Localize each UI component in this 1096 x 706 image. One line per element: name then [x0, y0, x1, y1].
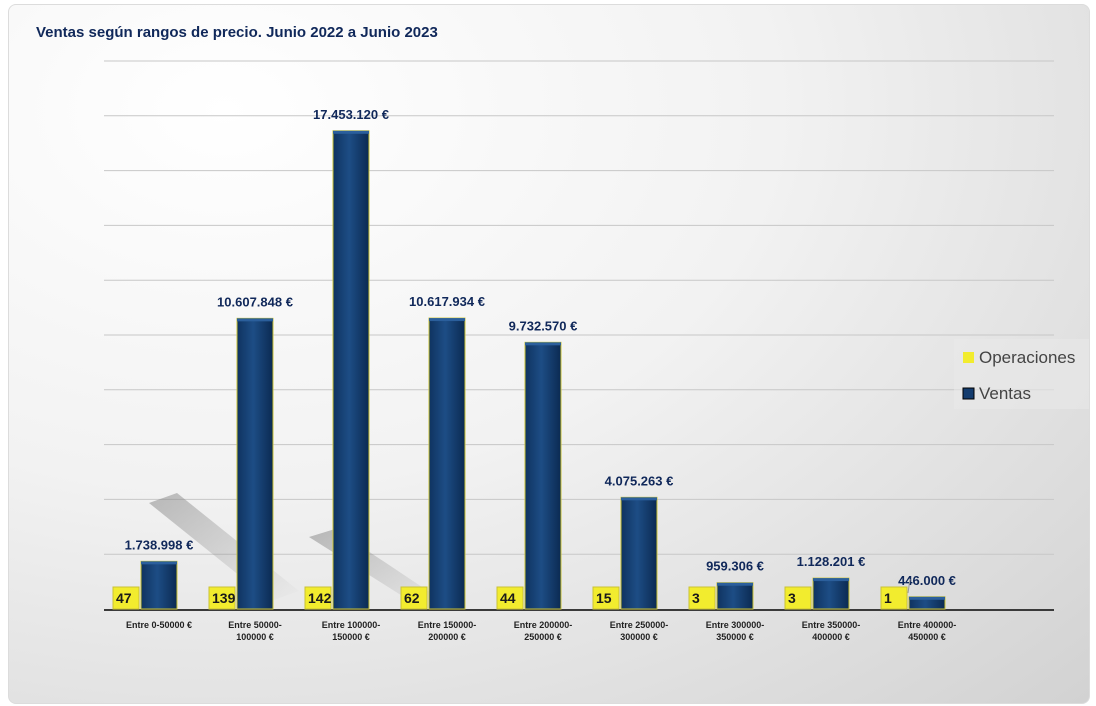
x-tick-label: Entre 350000-: [802, 620, 861, 630]
x-tick-label: Entre 400000-: [898, 620, 957, 630]
x-tick-label: 250000 €: [524, 632, 562, 642]
ventas-label: 9.732.570 €: [509, 318, 578, 333]
x-tick-label: 200000 €: [428, 632, 466, 642]
ventas-bar: [332, 130, 370, 610]
legend-background: [954, 339, 1089, 409]
ventas-bar-top: [333, 130, 369, 134]
legend-label-operaciones: Operaciones: [979, 348, 1075, 367]
ventas-bar: [620, 496, 658, 610]
x-tick-label: 100000 €: [236, 632, 274, 642]
data-labels: 47 1.738.998 € 139 10.607.848 € 142 17.453.12…: [116, 107, 956, 606]
operaciones-bar: [304, 586, 332, 610]
operaciones-label: 44: [500, 590, 516, 606]
ventas-bar: [716, 582, 754, 610]
ventas-bar-top: [141, 561, 177, 565]
legend-swatch-ventas: [962, 387, 975, 400]
x-tick-label: Entre 250000-: [610, 620, 669, 630]
operaciones-bar: [592, 586, 620, 610]
x-tick-label: 350000 €: [716, 632, 754, 642]
x-tick-label: Entre 300000-: [706, 620, 765, 630]
operaciones-bar: [208, 586, 236, 610]
ventas-label: 959.306 €: [706, 559, 764, 574]
operaciones-bar: [400, 586, 428, 610]
ventas-label: 1.128.201 €: [797, 554, 866, 569]
x-tick-label: Entre 0-50000 €: [126, 620, 192, 630]
ventas-bar: [236, 317, 274, 610]
x-axis-ticks: Entre 0-50000 € Entre 50000- 100000 € Entre…: [126, 620, 956, 642]
ventas-label: 1.738.998 €: [125, 537, 194, 552]
bar-chart: Ventas según rangos de precio. Junio 202…: [36, 24, 1089, 642]
ventas-bar-top: [909, 596, 945, 600]
x-tick-label: Entre 100000-: [322, 620, 381, 630]
ventas-bar: [428, 317, 466, 610]
x-tick-label: Entre 150000-: [418, 620, 477, 630]
ventas-bar: [524, 341, 562, 610]
x-tick-label: 150000 €: [332, 632, 370, 642]
x-tick-label: Entre 50000-: [228, 620, 282, 630]
ventas-label: 17.453.120 €: [313, 107, 389, 122]
operaciones-bar: [496, 586, 524, 610]
ventas-bar: [140, 560, 178, 610]
ventas-label: 10.617.934 €: [409, 294, 485, 309]
ventas-label: 4.075.263 €: [605, 473, 674, 488]
ventas-bar-top: [237, 318, 273, 322]
operaciones-bar: [784, 586, 812, 610]
ventas-bar-top: [717, 582, 753, 586]
operaciones-label: 1: [884, 590, 892, 606]
x-tick-label: Entre 200000-: [514, 620, 573, 630]
legend: Operaciones Ventas: [954, 339, 1089, 409]
legend-swatch-operaciones: [963, 352, 974, 363]
bars: [112, 130, 946, 610]
legend-label-ventas: Ventas: [979, 384, 1031, 403]
operaciones-label: 47: [116, 590, 132, 606]
chart-title: Ventas según rangos de precio. Junio 202…: [36, 24, 438, 41]
x-tick-label: 300000 €: [620, 632, 658, 642]
ventas-bar-top: [621, 497, 657, 501]
operaciones-bar: [688, 586, 716, 610]
chart-container: Ventas según rangos de precio. Junio 202…: [8, 4, 1090, 704]
ventas-label: 446.000 €: [898, 573, 956, 588]
operaciones-bar: [112, 586, 140, 610]
x-tick-label: 450000 €: [908, 632, 946, 642]
x-tick-label: 400000 €: [812, 632, 850, 642]
ventas-bar-top: [525, 342, 561, 346]
label-leader-line: [907, 578, 911, 594]
operaciones-label: 142: [308, 590, 332, 606]
ventas-bar: [812, 577, 850, 610]
ventas-label: 10.607.848 €: [217, 294, 293, 309]
ventas-bar-top: [813, 578, 849, 582]
operaciones-label: 62: [404, 590, 420, 606]
operaciones-label: 139: [212, 590, 236, 606]
ventas-bar-top: [429, 318, 465, 322]
operaciones-label: 3: [788, 590, 796, 606]
operaciones-label: 15: [596, 590, 612, 606]
operaciones-bar: [880, 586, 908, 610]
operaciones-label: 3: [692, 590, 700, 606]
